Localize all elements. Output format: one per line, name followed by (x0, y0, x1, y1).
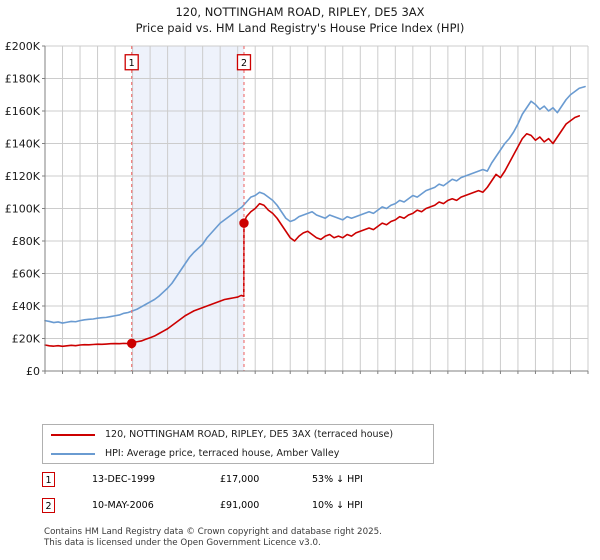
y-tick-label: £100K (5, 203, 41, 216)
data-series-group (44, 85, 586, 348)
txn-hpi-delta-2: 10% ↓ HPI (312, 500, 363, 511)
y-tick-label: £40K (12, 300, 41, 313)
series-line (44, 115, 581, 348)
transaction-marker-dot[interactable] (239, 218, 249, 228)
marker-badge-box[interactable] (236, 54, 252, 71)
marker-dots-group (127, 218, 249, 349)
legend-swatch-hpi (51, 452, 95, 455)
txn-badge-2: 2 (42, 498, 55, 513)
txn-date-1: 13-DEC-1999 (92, 474, 156, 485)
legend-swatch-price-paid (51, 433, 95, 436)
title-line-2: Price paid vs. HM Land Registry's House … (135, 21, 465, 35)
y-tick-label: £0 (26, 365, 40, 378)
marker-vlines-group (131, 46, 245, 371)
transaction-marker-dot[interactable] (127, 338, 137, 349)
table-row: 1 13-DEC-1999 £17,000 53% ↓ HPI (42, 470, 462, 496)
marker-badge-box[interactable] (124, 54, 139, 71)
y-tick-label: £20K (12, 333, 41, 346)
page-title: 120, NOTTINGHAM ROAD, RIPLEY, DE5 3AX Pr… (0, 4, 600, 36)
transactions-table: 1 13-DEC-1999 £17,000 53% ↓ HPI 2 10-MAY… (42, 470, 462, 522)
y-tick-label: £140K (5, 138, 41, 151)
chart-legend: 120, NOTTINGHAM ROAD, RIPLEY, DE5 3AX (t… (42, 424, 434, 464)
legend-item-hpi: HPI: Average price, terraced house, Ambe… (43, 444, 433, 463)
grid-lines-group (44, 45, 589, 372)
footer-line-2: This data is licensed under the Open Gov… (44, 538, 321, 548)
txn-badge-1: 1 (42, 472, 55, 487)
txn-price-1: £17,000 (220, 474, 260, 485)
legend-label-price-paid: 120, NOTTINGHAM ROAD, RIPLEY, DE5 3AX (t… (105, 429, 394, 440)
txn-price-2: £91,000 (220, 500, 260, 511)
attribution-footer: Contains HM Land Registry data © Crown c… (44, 527, 584, 549)
y-tick-label: £180K (5, 73, 41, 86)
y-tick-label: £200K (5, 40, 41, 53)
y-tick-label: £160K (5, 105, 41, 118)
marker-badge-number: 2 (241, 58, 247, 69)
txn-date-2: 10-MAY-2006 (92, 500, 154, 511)
x-tick-labels-group: 1995199619971998199920002001200220032004… (44, 371, 589, 374)
y-tick-labels-group: £0 £20K £40K £60K £80K £100K £120K £140K £160K £1… (5, 40, 45, 378)
legend-label-hpi: HPI: Average price, terraced house, Ambe… (105, 448, 340, 459)
price-history-chart: £0 £20K £40K £60K £80K £100K £120K £140K £160K £1… (0, 38, 600, 378)
title-line-1: 120, NOTTINGHAM ROAD, RIPLEY, DE5 3AX (175, 5, 425, 19)
legend-item-price-paid: 120, NOTTINGHAM ROAD, RIPLEY, DE5 3AX (t… (43, 425, 433, 444)
y-tick-label: £60K (12, 268, 41, 281)
txn-hpi-delta-1: 53% ↓ HPI (312, 474, 363, 485)
table-row: 2 10-MAY-2006 £91,000 10% ↓ HPI (42, 496, 462, 522)
y-tick-label: £120K (5, 170, 41, 183)
footer-line-1: Contains HM Land Registry data © Crown c… (44, 527, 382, 537)
chart-svg: £0 £20K £40K £60K £80K £100K £120K £140K £160K £1… (5, 40, 589, 378)
marker-badge-number: 1 (129, 58, 135, 69)
y-tick-label: £80K (12, 235, 41, 248)
series-line (44, 85, 586, 324)
